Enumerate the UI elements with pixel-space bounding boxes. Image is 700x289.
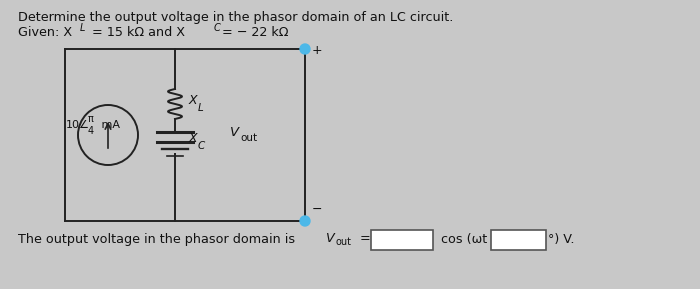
Circle shape [300,216,310,226]
Text: L: L [80,23,85,33]
Text: Determine the output voltage in the phasor domain of an LC circuit.: Determine the output voltage in the phas… [18,11,454,24]
Bar [371,230,433,250]
Text: 10∠: 10∠ [66,120,90,130]
Text: +: + [312,45,323,58]
Text: out: out [240,133,257,143]
Text: 4: 4 [88,126,94,136]
Text: = − 22 kΩ: = − 22 kΩ [222,26,288,39]
Text: X: X [189,132,197,145]
Text: Given: X: Given: X [18,26,72,39]
Text: π: π [88,114,94,124]
Text: out: out [335,237,351,247]
Text: L: L [198,103,204,113]
Text: X: X [189,95,197,108]
Text: C: C [214,23,220,33]
Text: mA: mA [98,120,120,130]
Circle shape [300,44,310,54]
Bar [491,230,546,250]
Text: V: V [326,231,335,244]
Text: −: − [312,203,323,216]
Text: cos (ωt: cos (ωt [437,232,487,245]
Text: V: V [230,125,239,138]
Text: °) V.: °) V. [548,232,575,245]
Text: The output voltage in the phasor domain is: The output voltage in the phasor domain … [18,232,299,245]
Text: =: = [356,232,371,245]
Text: = 15 kΩ and X: = 15 kΩ and X [88,26,185,39]
Text: C: C [198,141,205,151]
Circle shape [78,105,138,165]
